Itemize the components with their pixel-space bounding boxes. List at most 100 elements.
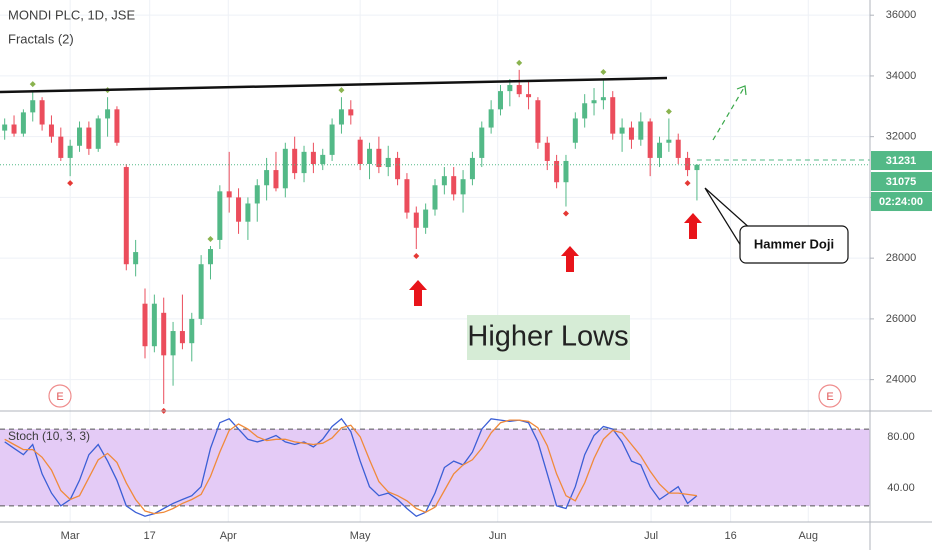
candle-body — [320, 154, 326, 164]
candle-body — [572, 118, 578, 143]
candle-body — [404, 179, 410, 213]
stoch-line — [4, 417, 698, 517]
y-tick-label: 36000 — [886, 9, 917, 21]
candle-body — [488, 109, 494, 128]
candle-body — [432, 185, 438, 210]
candle-body — [657, 142, 663, 158]
candle-body — [413, 212, 419, 228]
candle-body — [338, 109, 344, 125]
candle-body — [161, 312, 167, 356]
x-tick-label: 16 — [724, 530, 736, 542]
candle-body — [628, 127, 634, 140]
candle-body — [469, 157, 475, 180]
annotation-text: Higher Lows — [467, 321, 628, 353]
x-tick-label: May — [350, 530, 371, 542]
candle-body — [357, 139, 363, 164]
x-tick-label: Jul — [644, 530, 658, 542]
candle-body — [694, 164, 700, 171]
candle-body — [367, 148, 373, 164]
candle-body — [310, 151, 316, 164]
candle-body — [48, 124, 54, 137]
candle-body — [441, 176, 447, 186]
candle-body — [451, 176, 457, 195]
reference-price-label: 31231 — [886, 155, 917, 167]
candle-body — [11, 124, 17, 134]
x-tick-label: Aug — [798, 530, 818, 542]
candle-body — [507, 85, 513, 92]
earnings-marker — [48, 384, 72, 408]
candle-body — [582, 103, 588, 119]
candle-body — [207, 249, 213, 265]
fractal-up — [600, 68, 607, 75]
candle-body — [497, 91, 503, 110]
callout-pointer — [704, 187, 753, 247]
x-tick-label: Apr — [220, 530, 237, 542]
candle-body — [610, 97, 616, 134]
up-arrow — [684, 213, 702, 239]
fractal-up — [29, 81, 36, 88]
candle-body — [423, 209, 429, 228]
candle-body — [198, 264, 204, 319]
candle-body — [516, 85, 522, 95]
candle-body — [151, 303, 157, 347]
candle-body — [142, 303, 148, 347]
stoch-tick-label: 80.00 — [887, 431, 915, 443]
candle-body — [385, 157, 391, 168]
candle-body — [95, 118, 101, 149]
annotation-box — [467, 315, 630, 360]
callout-box — [739, 225, 849, 264]
candle-body — [544, 142, 550, 161]
stoch-tick-label: 40.00 — [887, 482, 915, 494]
candle-body — [376, 148, 382, 168]
fractal-up — [338, 87, 345, 94]
x-tick-label: 17 — [144, 530, 156, 542]
candle-body — [292, 148, 298, 174]
callout-text: Hammer Doji — [754, 236, 834, 251]
candle-body — [217, 191, 223, 240]
candle-body — [245, 203, 251, 222]
candle-body — [67, 145, 73, 158]
candle-body — [30, 100, 36, 113]
candle-body — [563, 160, 569, 183]
candle-body — [105, 109, 111, 119]
fractal-down — [67, 180, 74, 187]
candle-body — [348, 109, 354, 116]
candle-body — [236, 197, 242, 222]
candle-body — [619, 127, 625, 134]
candle-body — [114, 109, 120, 143]
candle-body — [133, 252, 139, 265]
candle-body — [685, 157, 691, 171]
fractal-down — [562, 210, 569, 217]
fractal-up — [665, 108, 672, 115]
candle-body — [675, 139, 681, 158]
stoch-label: Stoch (10, 3, 3) — [8, 429, 90, 443]
earnings-label: E — [56, 391, 63, 403]
candle-body — [600, 97, 606, 101]
candle-body — [77, 127, 83, 146]
hammer-callout: Hammer Doji — [704, 187, 849, 264]
higher-lows-box: Higher Lows — [467, 315, 630, 360]
trendline — [0, 76, 668, 94]
candle-body — [2, 124, 8, 131]
fractal-down — [684, 180, 691, 187]
candle-body — [535, 100, 541, 143]
candle-body — [638, 121, 644, 140]
last-price-label: 31075 — [886, 176, 917, 188]
countdown-label: 02:24:00 — [879, 196, 923, 208]
reference-price-label-box — [871, 151, 932, 171]
fractal-down — [413, 253, 420, 260]
y-tick-label: 34000 — [886, 70, 917, 82]
y-tick-label: 26000 — [886, 313, 917, 325]
candle-body — [179, 331, 185, 344]
x-tick-label: Jun — [489, 530, 507, 542]
candle-body — [666, 139, 672, 143]
candle-body — [591, 100, 597, 104]
earnings-marker — [818, 384, 842, 408]
last-price-label-box — [871, 172, 932, 192]
projection-arrow — [712, 85, 747, 141]
candle-body — [273, 170, 279, 189]
candle-body — [123, 167, 129, 265]
stoch-line — [4, 419, 697, 515]
